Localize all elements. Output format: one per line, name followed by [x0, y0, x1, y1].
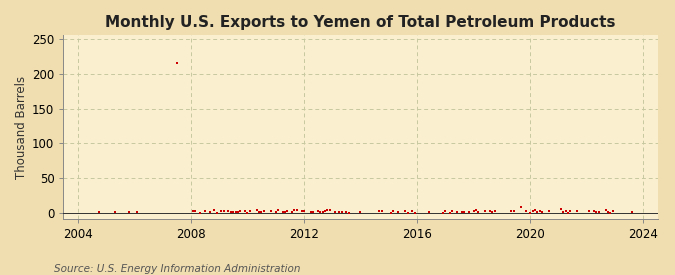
Y-axis label: Thousand Barrels: Thousand Barrels: [15, 75, 28, 178]
Title: Monthly U.S. Exports to Yemen of Total Petroleum Products: Monthly U.S. Exports to Yemen of Total P…: [105, 15, 616, 30]
Text: Source: U.S. Energy Information Administration: Source: U.S. Energy Information Administ…: [54, 264, 300, 274]
